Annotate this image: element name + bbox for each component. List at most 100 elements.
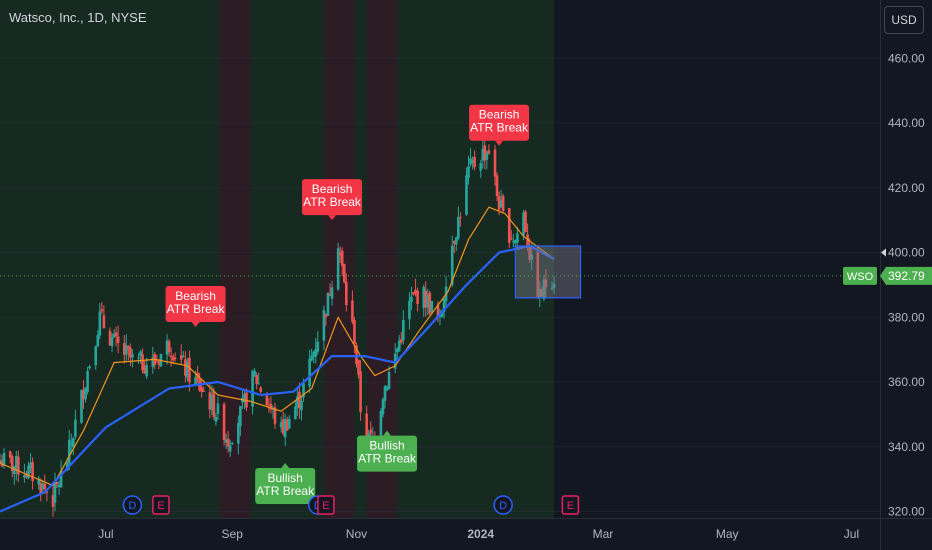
candle — [312, 350, 316, 363]
candle — [402, 310, 405, 345]
candle — [259, 385, 263, 394]
candle — [137, 353, 140, 364]
signal-text: ATR Break — [256, 484, 315, 498]
candle — [53, 472, 57, 512]
candle — [501, 193, 505, 213]
candle — [536, 244, 540, 300]
candle — [381, 397, 385, 418]
candle — [322, 305, 326, 351]
candle — [222, 402, 226, 446]
candle — [328, 283, 332, 297]
price-tick-label: 440.00 — [888, 116, 925, 130]
signal-text: ATR Break — [358, 452, 417, 466]
candle — [212, 387, 216, 421]
candle — [310, 348, 313, 362]
price-tick-label: 460.00 — [888, 51, 925, 65]
candle — [31, 457, 34, 490]
range-box — [514, 245, 582, 299]
candle — [399, 331, 403, 345]
candle — [342, 263, 346, 284]
candle — [459, 212, 462, 227]
candle — [184, 351, 187, 383]
candle — [454, 236, 458, 252]
candle — [524, 209, 527, 233]
candle — [457, 206, 460, 241]
candle — [237, 415, 240, 455]
candle — [122, 335, 126, 364]
candle — [430, 301, 434, 315]
candle — [552, 276, 556, 294]
candle — [522, 209, 525, 241]
candle — [485, 150, 489, 170]
background-zones — [0, 0, 555, 518]
candle — [257, 372, 261, 385]
candle — [414, 278, 417, 297]
candle — [230, 441, 234, 446]
candle — [283, 413, 287, 447]
candle — [167, 338, 171, 357]
candle — [279, 416, 283, 433]
candle — [326, 292, 330, 317]
candle — [27, 461, 30, 480]
candle — [82, 380, 85, 409]
candle — [528, 238, 531, 263]
candle — [359, 360, 362, 421]
candle — [188, 350, 191, 392]
price-tick-label: 380.00 — [888, 310, 925, 324]
candle — [338, 246, 342, 264]
candle — [74, 409, 77, 440]
candle — [141, 348, 144, 374]
candle — [214, 412, 218, 426]
time-tick-label: 2024 — [467, 527, 494, 541]
candle — [296, 388, 299, 417]
candle — [124, 334, 128, 362]
candle — [340, 247, 344, 276]
time-tick-label: Sep — [222, 527, 244, 541]
candle — [452, 240, 456, 254]
candle — [471, 156, 474, 170]
candle — [442, 295, 446, 319]
candle — [84, 387, 87, 403]
candle — [465, 167, 468, 216]
candle — [96, 330, 100, 347]
candle — [255, 372, 258, 390]
candle — [86, 366, 89, 395]
price-text: 392.79 — [888, 269, 925, 283]
candle — [55, 481, 59, 488]
candle — [509, 229, 513, 241]
signal-text: Bearish — [175, 289, 216, 303]
event-letter: E — [567, 500, 574, 512]
time-axis — [0, 518, 880, 550]
candle — [129, 343, 132, 366]
candle — [355, 342, 358, 368]
currency-button[interactable]: USD — [884, 6, 924, 34]
candle — [29, 452, 32, 474]
time-tick-label: Jul — [98, 527, 113, 541]
candle — [139, 349, 142, 364]
candle — [308, 349, 311, 393]
signal-text: ATR Break — [470, 121, 529, 135]
ema-fast-line — [0, 206, 555, 487]
signal-text: ATR Break — [167, 302, 226, 316]
candle — [408, 292, 411, 330]
candle — [410, 286, 413, 310]
event-letter: D — [128, 500, 136, 512]
candle — [300, 396, 303, 421]
candle — [483, 139, 487, 170]
candle — [127, 345, 130, 361]
time-tick-label: Nov — [346, 527, 367, 541]
event-letter: D — [499, 500, 507, 512]
candle — [542, 275, 546, 302]
candle — [186, 357, 189, 382]
candle — [173, 352, 177, 362]
candle — [69, 433, 73, 454]
candle — [294, 400, 297, 420]
candle — [422, 284, 426, 317]
candle — [412, 292, 415, 296]
candle — [202, 386, 206, 393]
history-zone — [0, 0, 555, 518]
